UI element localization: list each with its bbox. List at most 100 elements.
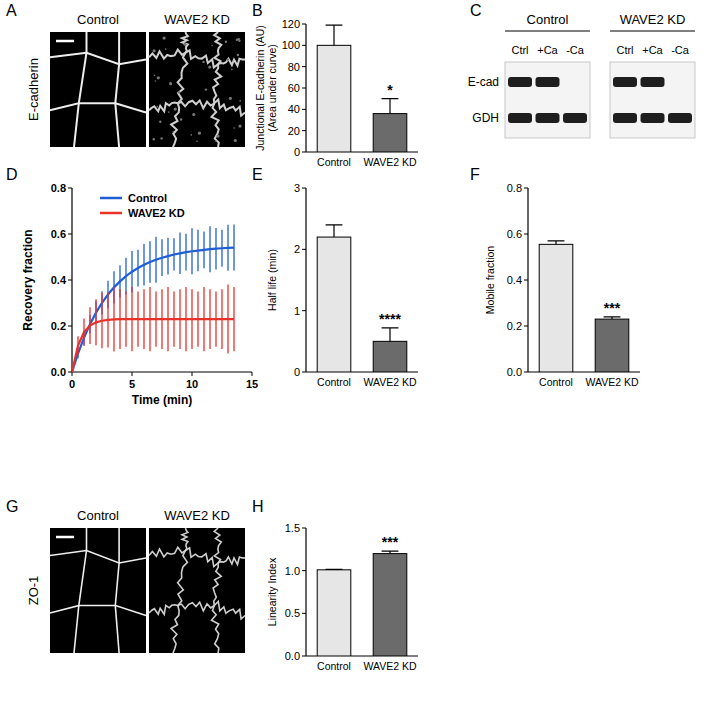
y-tick-label: 60 (288, 82, 300, 94)
bar-chart: 0.00.20.40.60.8Mobile fractionControlWAV… (484, 182, 640, 388)
error-bar (203, 231, 204, 268)
y-tick-label: 0.5 (285, 607, 300, 619)
cell-junction (213, 563, 245, 619)
x-axis (72, 371, 252, 372)
error-bar (203, 287, 204, 351)
blot-band (508, 113, 532, 123)
y-tick (302, 570, 306, 571)
y-tick (302, 613, 306, 614)
bar (317, 570, 351, 656)
speckle (165, 48, 167, 50)
cell-junction (178, 100, 215, 108)
error-bar (191, 289, 192, 349)
panel-label: B (252, 2, 263, 19)
lane-label: +Ca (537, 44, 558, 56)
y-tick-label: 100 (282, 39, 300, 51)
error-bar (215, 228, 216, 269)
cell-junction (115, 606, 119, 654)
x-tick-label: WAVE2 KD (585, 376, 639, 388)
y-tick-label: 0.0 (285, 650, 300, 662)
speckle (163, 37, 166, 40)
error-bar (173, 292, 174, 347)
panel-label: F (470, 166, 480, 183)
panel-label: E (252, 166, 263, 183)
bar (595, 319, 629, 372)
x-tick-label: 0 (69, 378, 75, 390)
cell-junction (74, 606, 79, 654)
y-axis (305, 528, 306, 656)
cell-junction (86, 32, 88, 53)
blot-band (613, 77, 637, 87)
error-bar (161, 289, 162, 349)
y-tick-label: 20 (288, 125, 300, 137)
y-axis-label: Mobile fraction (484, 246, 496, 314)
cell-junction (50, 53, 146, 64)
y-axis-label: Recovery fraction (21, 229, 35, 330)
bar (373, 114, 407, 152)
error-bar (119, 289, 120, 349)
blot-band (508, 77, 532, 87)
speckle (196, 141, 198, 143)
micrograph (149, 528, 245, 653)
y-tick-label: 1 (294, 305, 300, 317)
y-tick-label: 120 (282, 18, 300, 30)
y-tick (302, 152, 306, 153)
y-tick (302, 310, 306, 311)
y-tick-label: 0.4 (51, 274, 67, 286)
speckle (187, 37, 189, 39)
micrograph (149, 32, 245, 147)
bar (317, 237, 351, 372)
speckle (168, 111, 170, 113)
error-bar (173, 238, 174, 270)
speckle (205, 88, 207, 90)
blot-group-label: WAVE2 KD (620, 12, 686, 27)
error-bar (161, 239, 162, 276)
panel-label: H (252, 498, 264, 515)
y-tick-label: 3 (294, 182, 300, 194)
micrograph (50, 32, 146, 147)
y-tick (524, 372, 528, 373)
error-bar (179, 289, 180, 349)
y-tick-label: 0.0 (51, 366, 66, 378)
error-bar (197, 230, 198, 271)
error-bar (155, 237, 156, 283)
image-column-label: Control (77, 12, 119, 27)
speckle (236, 39, 238, 41)
cell-junction (212, 606, 219, 654)
speckle (233, 127, 235, 129)
legend-label: WAVE2 KD (128, 207, 185, 219)
error-bar (185, 234, 186, 271)
bar (373, 341, 407, 372)
speckle (174, 108, 177, 111)
y-tick-label: 0 (294, 366, 300, 378)
speckle (169, 82, 172, 85)
y-tick (302, 109, 306, 110)
blot-band (641, 77, 665, 87)
lane-label: -Ca (566, 44, 585, 56)
significance: **** (379, 311, 401, 327)
y-tick-label: 1.0 (285, 565, 300, 577)
cell-junction (182, 528, 188, 551)
cell-junction (149, 50, 245, 68)
error-bar (167, 238, 168, 275)
bars (539, 241, 629, 372)
x-tick-label: 15 (246, 378, 258, 390)
cell-junction (115, 103, 119, 147)
y-tick-label: 0.0 (507, 366, 522, 378)
error-bar (137, 250, 138, 287)
error-bar (233, 287, 234, 351)
error-bar (125, 258, 126, 295)
error-bar (77, 336, 78, 354)
cell-junction (79, 605, 116, 607)
y-tick-label: 0.4 (507, 274, 522, 286)
lane-label: Ctrl (616, 44, 633, 56)
y-tick-label: 2 (294, 243, 300, 255)
cell-junction (171, 103, 179, 147)
y-axis (305, 188, 306, 372)
error-bar (155, 292, 156, 347)
panel-label: D (6, 166, 18, 183)
blot-band (668, 113, 692, 123)
error-bar (131, 287, 132, 351)
y-tick-label: 0.2 (51, 320, 66, 332)
error-bar (233, 225, 234, 271)
